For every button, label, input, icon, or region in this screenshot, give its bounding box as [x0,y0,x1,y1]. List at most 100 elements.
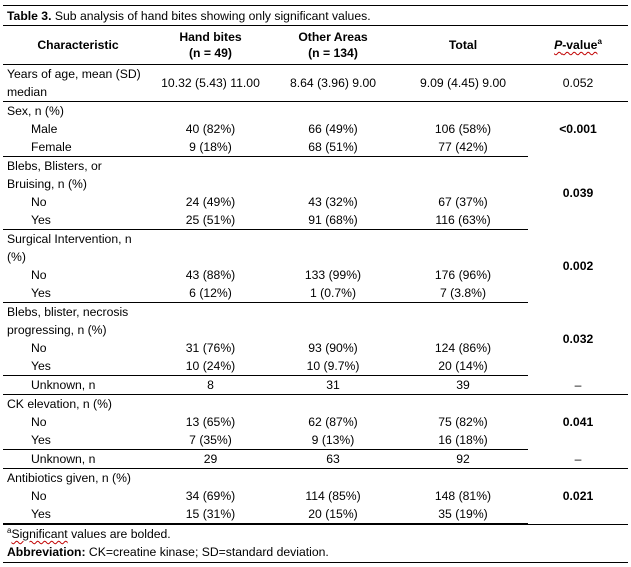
header-p-value: P-valuea [528,26,628,65]
ck-label: CK elevation, n (%) [7,397,112,411]
row-ck-no: No 13 (65%) 62 (87%) 75 (82%) [3,413,628,431]
sex-male-total: 106 (58%) [434,122,492,136]
ck-unknown-p: – [528,449,628,469]
progress-no-hand: 31 (76%) [185,341,236,355]
header-hand-bites: Hand bites (n = 49) [153,26,268,65]
blebs-no-hand: 24 (49%) [185,195,236,209]
row-ck-unknown: Unknown, n 29 63 92 – [3,449,628,469]
surgical-yes-total: 7 (3.8%) [398,284,528,303]
blebs-label-line2: Bruising, n (%) [7,177,87,191]
caption-label: Table 3. [7,9,52,23]
row-progress-no: No 31 (76%) 93 (90%) 124 (86%) [3,339,628,357]
header-total: Total [398,26,528,65]
results-table: Characteristic Hand bites (n = 49) Other … [3,26,628,524]
surgical-label: Surgical Intervention, n (%) [3,230,153,267]
row-progress-header: Blebs, blister, necrosis progressing, n (… [3,303,628,346]
sex-female-hand: 9 (18%) [153,138,268,157]
sex-female-total: 77 (42%) [398,138,528,157]
progress-no-label: No [31,341,47,355]
footnote-abbr-text: CK=creatine kinase; SD=standard deviatio… [85,545,329,559]
ck-no-total: 75 (82%) [438,415,488,429]
row-progress-yes: Yes 10 (24%) 10 (9.7%) 20 (14%) [3,357,628,376]
blebs-no-total: 67 (37%) [438,195,488,209]
ck-yes-label: Yes [3,431,153,450]
footnote-abbr-label: Abbreviation: [7,545,86,559]
progress-label-line2: progressing, n (%) [7,323,107,337]
footnote-sup: a [7,525,12,535]
row-age: Years of age, mean (SD) median 10.32 (5.4… [3,64,628,102]
progress-yes-label: Yes [3,357,153,376]
blebs-label-line1: Blebs, Blisters, or [7,159,102,173]
progress-unknown-hand: 8 [153,375,268,395]
blebs-no-other: 43 (32%) [308,195,358,209]
row-surgical-header: Surgical Intervention, n (%) 0.002 [3,230,628,273]
row-blebs-yes: Yes 25 (51%) 91 (68%) 116 (63%) [3,211,628,230]
antibiotics-label: Antibiotics given, n (%) [7,471,131,485]
ck-yes-other: 9 (13%) [268,431,398,450]
surgical-p: 0.002 [562,259,594,273]
ck-unknown-total: 92 [398,449,528,469]
progress-yes-total: 20 (14%) [398,357,528,376]
sex-male-other: 66 (49%) [308,122,358,136]
antibiotics-yes-hand: 15 (31%) [153,505,268,524]
header-p-italic: P [554,38,563,52]
row-progress-unknown: Unknown, n 8 31 39 – [3,375,628,395]
table-caption: Table 3. Sub analysis of hand bites show… [3,5,628,26]
sex-female-other: 68 (51%) [268,138,398,157]
age-hand: 10.32 (5.43) 11.00 [153,64,268,102]
age-p: 0.052 [528,64,628,102]
progress-unknown-total: 39 [398,375,528,395]
progress-yes-other: 10 (9.7%) [268,357,398,376]
header-p-sup: a [597,36,602,46]
surgical-no-total: 176 (96%) [434,268,492,282]
progress-label: Blebs, blister, necrosis progressing, n (… [3,303,153,340]
header-characteristic: Characteristic [3,26,153,65]
sex-male-hand: 40 (82%) [185,122,236,136]
antibiotics-no-label: No [31,489,47,503]
progress-yes-hand: 10 (24%) [153,357,268,376]
header-other-title: Other Areas [298,30,368,44]
antibiotics-yes-total: 35 (19%) [398,505,528,524]
header-hand-n: (n = 49) [188,46,232,60]
table-container: Table 3. Sub analysis of hand bites show… [3,5,628,563]
caption-text: Sub analysis of hand bites showing only … [51,9,371,23]
row-antibiotics-no: No 34 (69%) 114 (85%) 148 (81%) [3,487,628,505]
surgical-yes-other: 1 (0.7%) [268,284,398,303]
header-p-rest: -value [562,38,598,52]
surgical-no-hand: 43 (88%) [185,268,236,282]
ck-unknown-hand: 29 [153,449,268,469]
antibiotics-no-total: 148 (81%) [434,489,492,503]
sex-label: Sex, n (%) [7,104,64,118]
row-antibiotics-yes: Yes 15 (31%) 20 (15%) 35 (19%) [3,505,628,524]
header-row: Characteristic Hand bites (n = 49) Other … [3,26,628,65]
sex-male-label: Male [31,122,58,136]
sex-p: <0.001 [559,122,597,137]
progress-unknown-p: – [528,375,628,395]
antibiotics-no-other: 114 (85%) [305,489,361,503]
ck-unknown-other: 63 [268,449,398,469]
ck-unknown-label: Unknown, n [3,449,153,469]
blebs-yes-total: 116 (63%) [398,211,528,230]
age-label-line1: Years of age, mean (SD) [7,67,141,81]
age-label: Years of age, mean (SD) median [3,64,153,102]
row-surgical-yes: Yes 6 (12%) 1 (0.7%) 7 (3.8%) [3,284,628,303]
header-other-areas: Other Areas (n = 134) [268,26,398,65]
blebs-yes-other: 91 (68%) [268,211,398,230]
antibiotics-no-hand: 34 (69%) [185,489,236,503]
blebs-label: Blebs, Blisters, or Bruising, n (%) [3,157,153,194]
ck-yes-total: 16 (18%) [398,431,528,450]
progress-no-total: 124 (86%) [434,341,492,355]
footnote-sig-rest: values are bolded. [67,527,171,541]
surgical-yes-label: Yes [3,284,153,303]
surgical-no-other: 133 (99%) [304,268,362,282]
ck-yes-hand: 7 (35%) [153,431,268,450]
antibiotics-yes-other: 20 (15%) [268,505,398,524]
ck-no-other: 62 (87%) [308,415,358,429]
progress-no-other: 93 (90%) [308,341,358,355]
header-hand-title: Hand bites [179,30,242,44]
progress-p: 0.032 [562,332,594,346]
table-footnotes: aSignificant values are bolded. Abbrevia… [3,524,628,563]
ck-p: 0.041 [562,415,594,430]
blebs-p: 0.039 [562,186,594,200]
ck-no-label: No [31,415,47,429]
